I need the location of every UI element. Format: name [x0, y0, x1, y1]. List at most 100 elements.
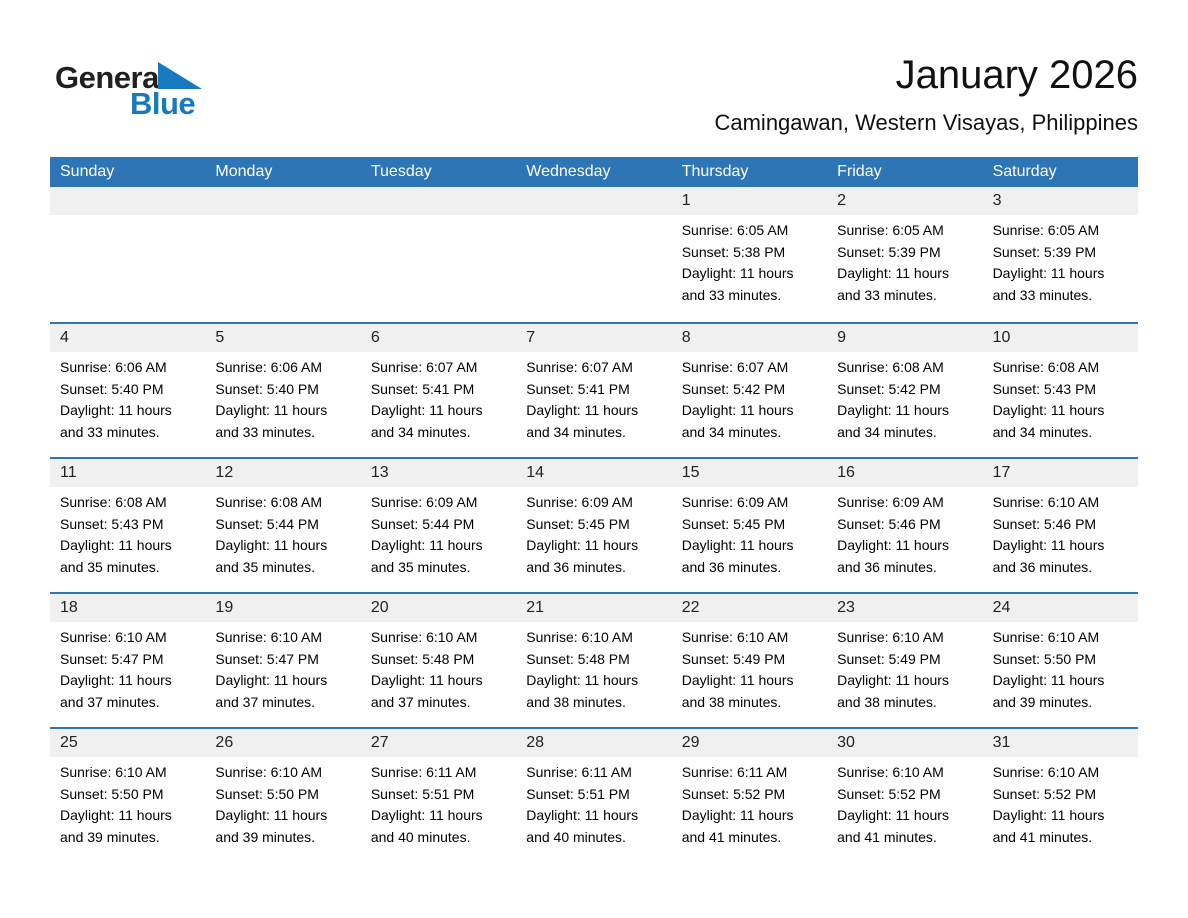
daylight-text-line2: and 36 minutes.: [992, 558, 1093, 575]
daylight-text-line2: and 39 minutes.: [992, 693, 1093, 710]
day-cell: 20 Sunrise: 6:10 AM Sunset: 5:48 PM Dayligh…: [360, 594, 517, 727]
logo-blue-text: Blue: [130, 86, 196, 121]
sunrise-text: Sunrise: 6:07 AM: [681, 359, 789, 375]
sunset-text: Sunset: 5:39 PM: [992, 243, 1097, 260]
day-cell: 13 Sunrise: 6:09 AM Sunset: 5:44 PM Dayligh…: [360, 459, 517, 592]
sunrise-text: Sunrise: 6:10 AM: [681, 629, 789, 645]
day-details: Sunrise: 6:08 AM Sunset: 5:43 PM Daylight:…: [983, 352, 1138, 443]
sunset-text: Sunset: 5:43 PM: [60, 515, 164, 532]
general-blue-logo: General Blue: [55, 60, 255, 121]
day-cell: 28 Sunrise: 6:11 AM Sunset: 5:51 PM Dayligh…: [516, 729, 672, 862]
day-details: Sunrise: 6:09 AM Sunset: 5:44 PM Daylight:…: [361, 487, 516, 578]
sunrise-text: Sunrise: 6:10 AM: [370, 629, 478, 645]
daylight-text-line1: Daylight: 11 hours: [837, 265, 949, 281]
day-cell: 12 Sunrise: 6:08 AM Sunset: 5:44 PM Dayligh…: [205, 459, 361, 592]
daylight-text-line2: and 41 minutes.: [681, 828, 782, 845]
week-row: 25 Sunrise: 6:10 AM Sunset: 5:50 PM Dayligh…: [50, 727, 1138, 862]
day-details: Sunrise: 6:10 AM Sunset: 5:48 PM Daylight:…: [516, 622, 671, 713]
day-details: Sunrise: 6:10 AM Sunset: 5:47 PM Daylight:…: [50, 622, 205, 713]
day-details: Sunrise: 6:10 AM Sunset: 5:52 PM Daylight:…: [983, 757, 1138, 848]
sunset-text: Sunset: 5:41 PM: [370, 380, 475, 397]
daylight-text-line2: and 34 minutes.: [837, 423, 937, 440]
daylight-text-line1: Daylight: 11 hours: [526, 402, 639, 418]
daylight-text-line1: Daylight: 11 hours: [837, 537, 949, 553]
calendar-grid: Sunday Monday Tuesday Wednesday Thursday Frid…: [50, 157, 1138, 862]
sunset-text: Sunset: 5:50 PM: [60, 785, 164, 802]
sunrise-text: Sunrise: 6:07 AM: [370, 359, 478, 375]
sunrise-text: Sunrise: 6:05 AM: [837, 222, 944, 238]
weekday-header-monday: Monday: [215, 163, 273, 180]
daylight-text-line1: Daylight: 11 hours: [992, 537, 1105, 553]
day-cell: 5 Sunrise: 6:06 AM Sunset: 5:40 PM Daylight…: [205, 324, 361, 457]
daylight-text-line2: and 33 minutes.: [681, 286, 782, 303]
daylight-text-line1: Daylight: 11 hours: [60, 402, 172, 418]
sunset-text: Sunset: 5:38 PM: [681, 243, 786, 260]
daylight-text-line2: and 33 minutes.: [837, 286, 937, 303]
daylight-text-line1: Daylight: 11 hours: [526, 537, 639, 553]
day-number: [205, 187, 361, 215]
day-details: Sunrise: 6:08 AM Sunset: 5:43 PM Daylight:…: [50, 487, 205, 578]
weekday-header-thursday: Thursday: [681, 163, 749, 180]
day-number: 7: [516, 324, 672, 352]
week-row: 4 Sunrise: 6:06 AM Sunset: 5:40 PM Daylight…: [50, 322, 1138, 457]
day-cell: 25 Sunrise: 6:10 AM Sunset: 5:50 PM Dayligh…: [50, 729, 206, 862]
sunset-text: Sunset: 5:50 PM: [215, 785, 319, 802]
sunrise-text: Sunrise: 6:11 AM: [370, 764, 477, 780]
day-cell: 24 Sunrise: 6:10 AM Sunset: 5:50 PM Dayligh…: [982, 594, 1138, 727]
daylight-text-line2: and 37 minutes.: [60, 693, 160, 710]
logo-general-text: General: [55, 60, 167, 95]
sunrise-text: Sunrise: 6:11 AM: [526, 764, 632, 780]
day-number: 14: [516, 459, 672, 487]
week-row: 18 Sunrise: 6:10 AM Sunset: 5:47 PM Dayligh…: [50, 592, 1138, 727]
day-details: Sunrise: 6:06 AM Sunset: 5:40 PM Daylight:…: [205, 352, 360, 443]
daylight-text-line1: Daylight: 11 hours: [60, 807, 172, 823]
sunset-text: Sunset: 5:40 PM: [60, 380, 164, 397]
title-block: January 2026 Camingawan, Western Visayas…: [438, 52, 1138, 136]
sunrise-text: Sunrise: 6:05 AM: [992, 222, 1100, 238]
page-subtitle: Camingawan, Western Visayas, Philippines: [714, 110, 1138, 135]
day-cell: 14 Sunrise: 6:09 AM Sunset: 5:45 PM Dayligh…: [516, 459, 672, 592]
day-cell: 4 Sunrise: 6:06 AM Sunset: 5:40 PM Daylight…: [50, 324, 206, 457]
daylight-text-line2: and 37 minutes.: [370, 693, 471, 710]
day-number: 13: [360, 459, 517, 487]
day-number: 20: [360, 594, 517, 622]
sunrise-text: Sunrise: 6:10 AM: [992, 494, 1100, 510]
day-cell: 8 Sunrise: 6:07 AM Sunset: 5:42 PM Daylight…: [671, 324, 828, 457]
daylight-text-line2: and 35 minutes.: [215, 558, 316, 575]
day-cell: 26 Sunrise: 6:10 AM Sunset: 5:50 PM Dayligh…: [205, 729, 361, 862]
day-cell: 1 Sunrise: 6:05 AM Sunset: 5:38 PM Daylight…: [671, 187, 828, 322]
sunrise-text: Sunrise: 6:05 AM: [681, 222, 789, 238]
day-number: 9: [827, 324, 983, 352]
sunset-text: Sunset: 5:47 PM: [60, 650, 164, 667]
daylight-text-line1: Daylight: 11 hours: [681, 265, 794, 281]
sunrise-text: Sunrise: 6:10 AM: [837, 629, 944, 645]
day-details: Sunrise: 6:08 AM Sunset: 5:44 PM Daylight:…: [205, 487, 360, 578]
sunrise-text: Sunrise: 6:09 AM: [370, 494, 478, 510]
daylight-text-line1: Daylight: 11 hours: [992, 402, 1105, 418]
daylight-text-line1: Daylight: 11 hours: [370, 672, 483, 688]
day-number: 24: [982, 594, 1138, 622]
empty-day-cell: [516, 187, 672, 322]
sunset-text: Sunset: 5:44 PM: [370, 515, 475, 532]
day-number: 28: [516, 729, 672, 757]
weekday-header-saturday: Saturday: [992, 163, 1057, 180]
weeks-container: 1 Sunrise: 6:05 AM Sunset: 5:38 PM Daylight…: [50, 187, 1138, 862]
day-cell: 23 Sunrise: 6:10 AM Sunset: 5:49 PM Dayligh…: [827, 594, 983, 727]
daylight-text-line2: and 36 minutes.: [837, 558, 937, 575]
day-number: 27: [360, 729, 517, 757]
sunset-text: Sunset: 5:49 PM: [681, 650, 786, 667]
day-details: Sunrise: 6:11 AM Sunset: 5:51 PM Daylight:…: [516, 757, 671, 848]
day-details: Sunrise: 6:10 AM Sunset: 5:47 PM Daylight:…: [205, 622, 360, 713]
day-details: Sunrise: 6:07 AM Sunset: 5:42 PM Daylight:…: [672, 352, 827, 443]
daylight-text-line2: and 35 minutes.: [60, 558, 160, 575]
day-number: 10: [982, 324, 1138, 352]
day-number: 17: [982, 459, 1138, 487]
daylight-text-line1: Daylight: 11 hours: [526, 672, 639, 688]
daylight-text-line1: Daylight: 11 hours: [215, 402, 328, 418]
day-details: Sunrise: 6:08 AM Sunset: 5:42 PM Daylight:…: [827, 352, 982, 443]
sunset-text: Sunset: 5:48 PM: [526, 650, 630, 667]
day-details: Sunrise: 6:11 AM Sunset: 5:52 PM Daylight:…: [672, 757, 827, 848]
sunset-text: Sunset: 5:52 PM: [837, 785, 941, 802]
sunrise-text: Sunrise: 6:07 AM: [526, 359, 633, 375]
sunset-text: Sunset: 5:41 PM: [526, 380, 630, 397]
